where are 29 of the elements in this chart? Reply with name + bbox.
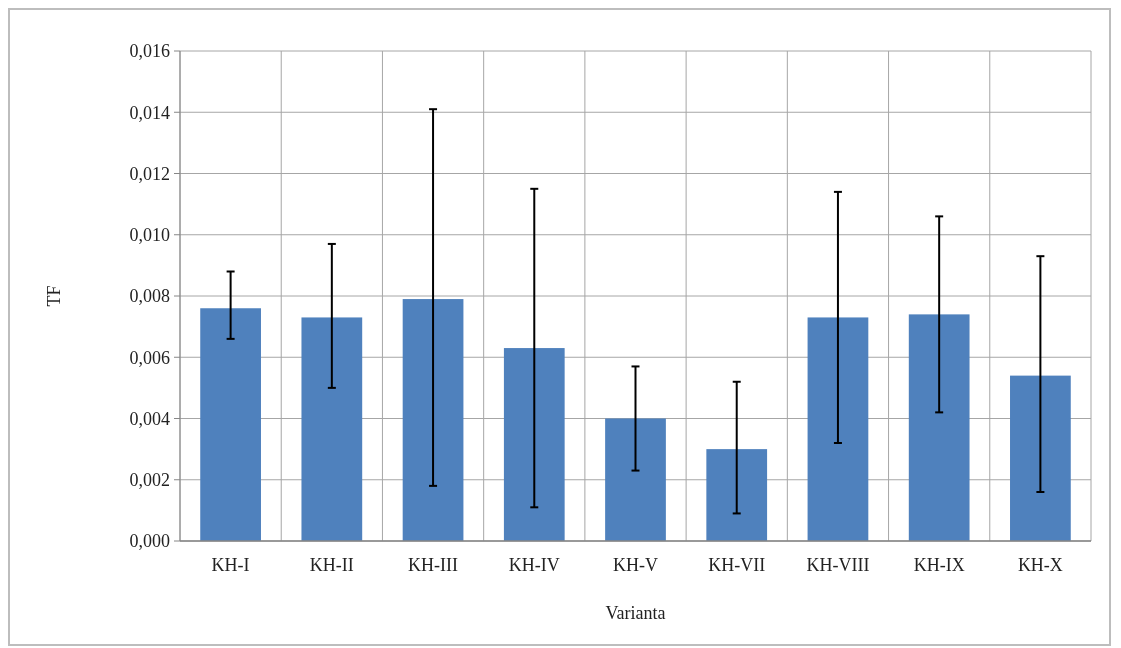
x-tick-label: KH-II	[309, 555, 354, 575]
y-tick-label: 0,004	[129, 408, 170, 429]
x-axis-title: Varianta	[605, 603, 666, 623]
y-tick-label: 0,016	[129, 41, 170, 62]
y-tick-label: 0,000	[129, 531, 170, 552]
y-tick-label: 0,012	[129, 163, 170, 184]
y-tick-label: 0,010	[129, 225, 170, 246]
y-axis-title: TF	[44, 285, 64, 307]
x-tick-label: KH-VIII	[806, 555, 870, 575]
x-tick-label: KH-V	[613, 555, 658, 575]
y-tick-label: 0,006	[129, 347, 170, 368]
bar	[807, 317, 869, 541]
bar	[1010, 375, 1071, 541]
x-tick-label: KH-IX	[913, 555, 965, 575]
y-tick-label: 0,014	[129, 102, 170, 123]
x-tick-label: KH-X	[1017, 555, 1063, 575]
bar	[200, 308, 261, 541]
x-tick-label: KH-VII	[708, 555, 766, 575]
bar	[503, 348, 565, 541]
y-tick-label: 0,008	[129, 286, 170, 307]
x-tick-label: KH-IV	[508, 555, 560, 575]
bar	[908, 314, 970, 541]
x-tick-label: KH-I	[211, 555, 250, 575]
bar	[402, 299, 464, 541]
x-tick-label: KH-III	[408, 555, 459, 575]
bar	[706, 449, 768, 541]
bar	[605, 418, 666, 541]
bar	[301, 317, 363, 541]
y-tick-label: 0,002	[129, 470, 170, 491]
